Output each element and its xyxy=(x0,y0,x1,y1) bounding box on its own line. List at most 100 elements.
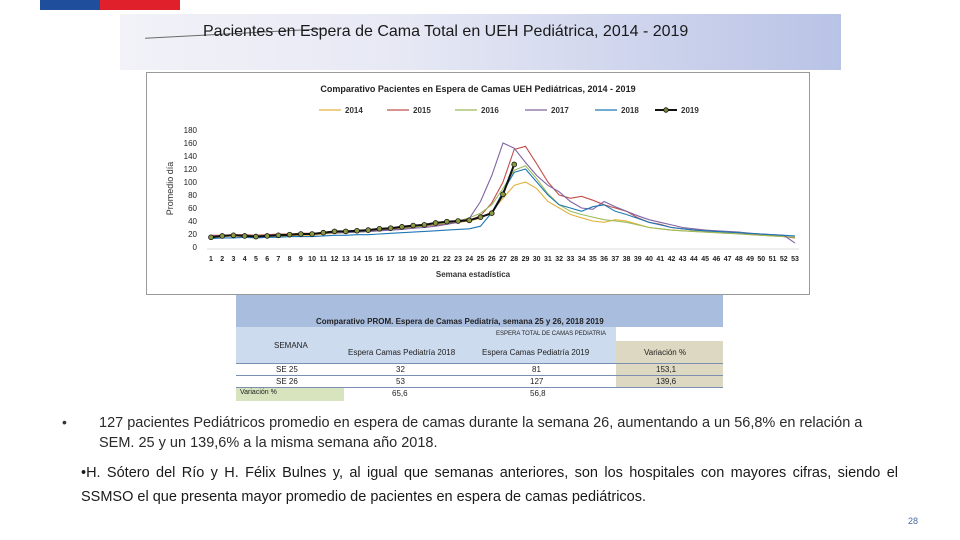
bullet-marker: • xyxy=(62,414,67,430)
point-2019 xyxy=(230,232,237,239)
point-2019 xyxy=(410,222,416,229)
point-2019 xyxy=(286,231,293,238)
point-2019 xyxy=(298,231,304,237)
point-2019 xyxy=(253,233,259,240)
y-tick-label: 160 xyxy=(184,139,198,148)
x-tick-label: 10 xyxy=(308,256,316,263)
col-header-2019: Espera Camas Pediatría 2019 xyxy=(482,348,590,357)
x-axis-label: Semana estadística xyxy=(436,270,511,279)
x-tick-label: 32 xyxy=(555,256,563,263)
table-rule xyxy=(236,363,723,364)
brand-flag-blue xyxy=(40,0,100,10)
row-se26-label: SE 26 xyxy=(276,377,298,386)
point-2019 xyxy=(399,224,405,230)
legend-label-2019: 2019 xyxy=(681,106,699,115)
x-tick-label: 16 xyxy=(376,256,384,263)
col-header-variacion: Variación % xyxy=(644,348,687,357)
legend-label-2018: 2018 xyxy=(621,106,639,115)
point-2019 xyxy=(488,210,495,217)
x-tick-label: 49 xyxy=(746,256,754,263)
espera-header-bg xyxy=(344,327,616,363)
table-title: Comparativo PROM. Espera de Camas Pediat… xyxy=(316,317,604,326)
x-tick-label: 19 xyxy=(409,256,417,263)
x-tick-label: 46 xyxy=(712,256,720,263)
x-tick-label: 22 xyxy=(443,256,451,263)
variacion-row-label-bg xyxy=(236,387,344,401)
x-tick-label: 31 xyxy=(544,256,552,263)
row-se25-2019: 81 xyxy=(532,365,541,374)
x-tick-label: 27 xyxy=(499,256,507,263)
variacion-header-bg xyxy=(616,341,723,363)
point-2019 xyxy=(511,161,518,168)
y-tick-label: 40 xyxy=(188,217,197,226)
col-header-semana: SEMANA xyxy=(274,341,308,350)
legend-label-2017: 2017 xyxy=(551,106,569,115)
y-tick-label: 120 xyxy=(184,165,198,174)
x-tick-label: 17 xyxy=(387,256,395,263)
title-band xyxy=(120,14,841,70)
point-2019 xyxy=(432,220,439,226)
legend-label-2014: 2014 xyxy=(345,106,363,115)
x-tick-label: 48 xyxy=(735,256,743,263)
x-tick-label: 14 xyxy=(353,256,361,263)
point-2019 xyxy=(421,222,428,228)
legend-label-2016: 2016 xyxy=(481,106,499,115)
series-line-2018 xyxy=(210,168,796,240)
page-number: 28 xyxy=(908,516,919,526)
row-var-label: Variación % xyxy=(240,389,277,396)
point-2019 xyxy=(365,227,372,233)
point-2019 xyxy=(309,231,315,237)
x-tick-label: 36 xyxy=(600,256,608,263)
line-chart: Comparativo Pacientes en Espera de Camas… xyxy=(165,84,799,279)
row-se26-2019: 127 xyxy=(530,377,544,386)
x-tick-label: 44 xyxy=(690,256,698,263)
x-tick-label: 30 xyxy=(533,256,541,263)
point-2019 xyxy=(466,217,473,224)
point-2019 xyxy=(331,228,338,235)
x-tick-label: 18 xyxy=(398,256,406,263)
series-line-2016 xyxy=(210,165,796,238)
x-tick-label: 37 xyxy=(611,256,619,263)
table-rule xyxy=(236,375,723,376)
x-tick-label: 53 xyxy=(791,256,799,263)
chart-title: Comparativo Pacientes en Espera de Camas… xyxy=(320,84,635,94)
x-tick-label: 3 xyxy=(232,256,236,263)
comparison-table: Comparativo PROM. Espera de Camas Pediat… xyxy=(236,295,723,401)
x-tick-label: 39 xyxy=(634,256,642,263)
slide-title: Pacientes en Espera de Cama Total en UEH… xyxy=(203,23,689,40)
x-tick-label: 40 xyxy=(645,256,653,263)
y-tick-label: 20 xyxy=(188,230,197,239)
row-se26-var: 139,6 xyxy=(656,377,677,386)
x-tick-label: 29 xyxy=(522,256,530,263)
y-axis-label: Promedio día xyxy=(165,162,175,216)
legend-marker-2019 xyxy=(663,107,669,113)
point-2019 xyxy=(208,234,214,241)
row-se25-2018: 32 xyxy=(396,365,405,374)
x-tick-label: 23 xyxy=(454,256,462,263)
group-header: ESPERA TOTAL DE CAMAS PEDIATRIA xyxy=(496,331,607,337)
y-tick-label: 180 xyxy=(184,126,198,135)
bullet-paragraph-1: 127 pacientes Pediátricos promedio en es… xyxy=(99,415,863,451)
x-tick-label: 15 xyxy=(364,256,372,263)
point-2019 xyxy=(376,226,383,232)
col-header-2018: Espera Camas Pediatría 2018 xyxy=(348,348,456,357)
y-tick-label: 140 xyxy=(184,152,198,161)
point-2019 xyxy=(342,228,349,235)
point-2019 xyxy=(320,229,327,236)
semana-header-bg xyxy=(236,327,344,363)
y-tick-label: 100 xyxy=(184,178,198,187)
x-tick-label: 41 xyxy=(656,256,664,263)
x-tick-label: 42 xyxy=(668,256,676,263)
x-tick-label: 20 xyxy=(420,256,428,263)
x-tick-label: 34 xyxy=(578,256,586,263)
x-tick-label: 52 xyxy=(780,256,788,263)
row-se25-label: SE 25 xyxy=(276,365,298,374)
x-tick-label: 43 xyxy=(679,256,687,263)
x-tick-label: 8 xyxy=(288,256,292,263)
x-tick-label: 12 xyxy=(331,256,339,263)
x-tick-label: 5 xyxy=(254,256,258,263)
x-tick-label: 9 xyxy=(299,256,303,263)
x-tick-label: 21 xyxy=(432,256,440,263)
row-se25-var: 153,1 xyxy=(656,365,677,374)
point-2019 xyxy=(275,232,282,239)
